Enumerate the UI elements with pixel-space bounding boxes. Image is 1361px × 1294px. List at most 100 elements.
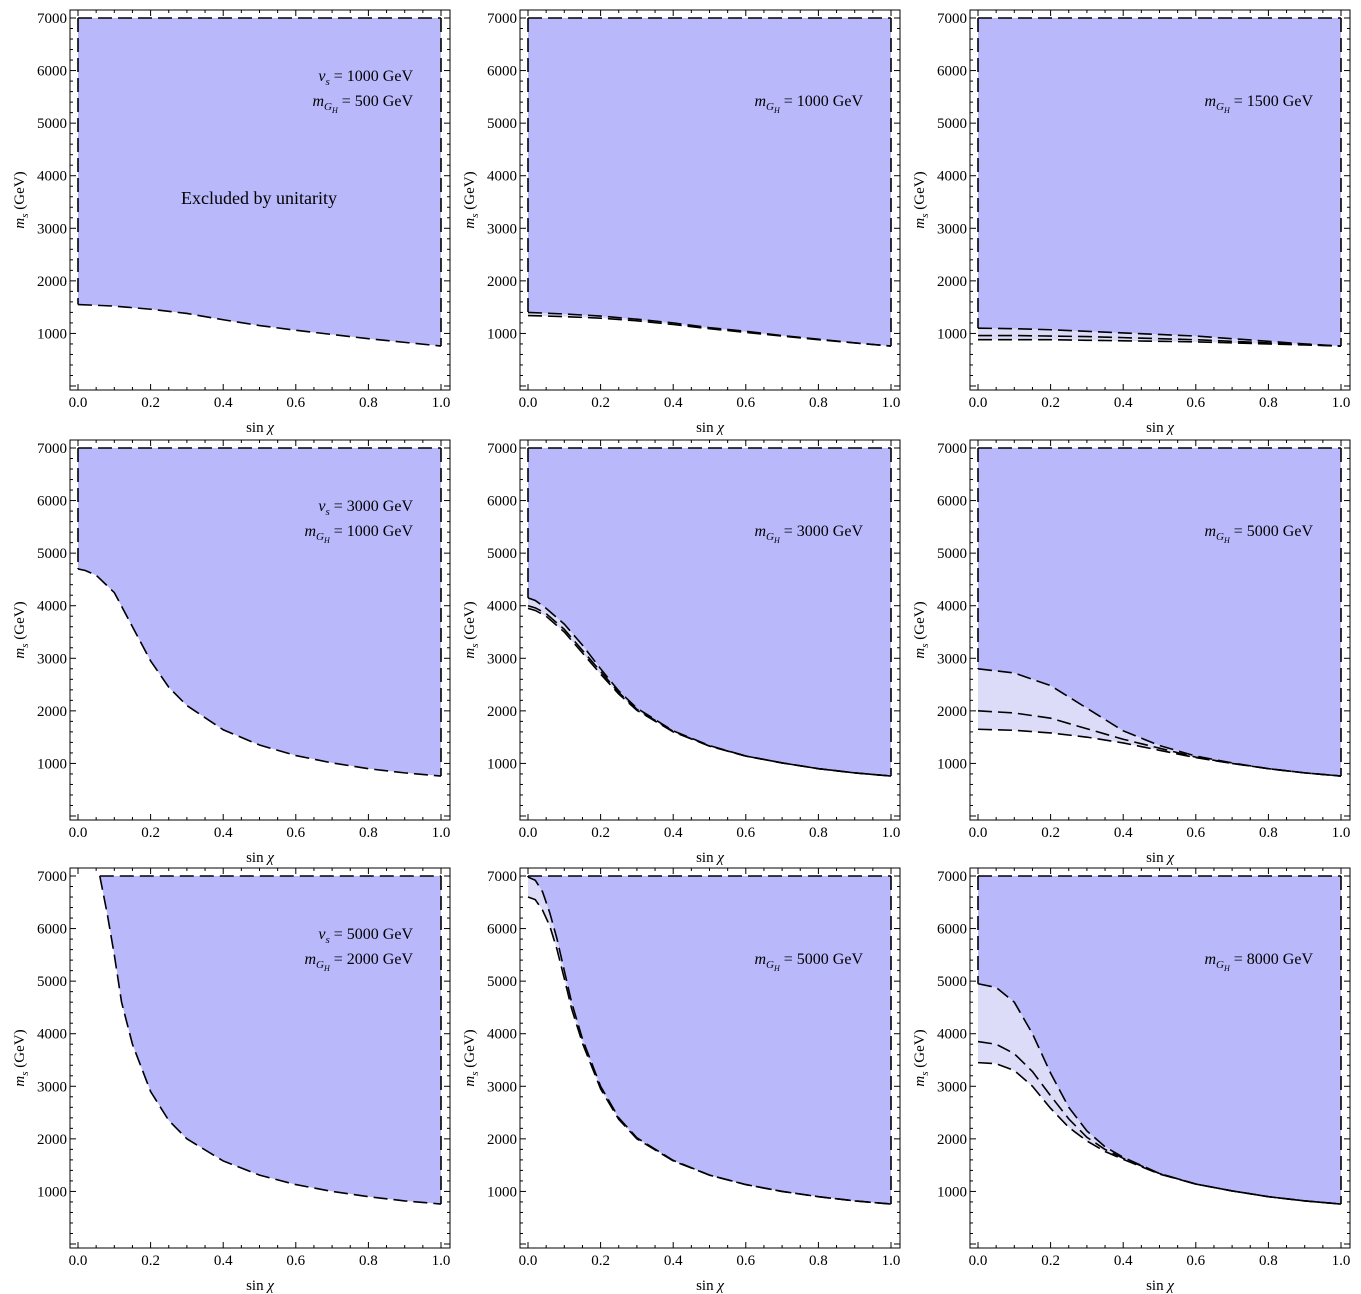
x-tick-label: 0.6 xyxy=(736,395,755,411)
y-tick-label: 4000 xyxy=(37,169,67,185)
x-tick-label: 1.0 xyxy=(432,395,451,411)
annotation: mGH = 3000 GeV xyxy=(754,523,863,545)
panel-8: 0.0 0.2 0.4 0.6 0.8 1.0 1000 2000 3000 4000 5000 60… xyxy=(462,867,901,1294)
boundary-curve-2 xyxy=(527,896,892,1205)
x-tick-label: 0.0 xyxy=(969,1253,988,1269)
annotation: mGH = 1000 GeV xyxy=(304,523,413,545)
x-tick-label: 0.8 xyxy=(1259,1253,1278,1269)
annotation: mGH = 5000 GeV xyxy=(1204,523,1313,545)
y-axis-label: ms (GeV) xyxy=(12,1029,31,1086)
x-tick-label: 0.6 xyxy=(736,1253,755,1269)
y-tick-label: 7000 xyxy=(37,869,67,885)
y-tick-label: 2000 xyxy=(487,704,517,720)
excluded-region xyxy=(978,18,1341,347)
uncertainty-band xyxy=(978,668,1341,777)
x-tick-label: 0.0 xyxy=(69,1253,88,1269)
x-tick-label: 0.0 xyxy=(969,395,988,411)
annotation: mGH = 8000 GeV xyxy=(1204,951,1313,973)
x-tick-label: 0.2 xyxy=(141,825,160,841)
boundary-curve-1 xyxy=(527,597,892,777)
annotation: vs = 3000 GeV xyxy=(318,498,413,518)
x-tick-label: 0.4 xyxy=(1114,395,1133,411)
x-tick-label: 0.8 xyxy=(809,825,828,841)
x-axis-label: sin χ xyxy=(696,850,724,866)
x-tick-label: 0.6 xyxy=(736,825,755,841)
uncertainty-band xyxy=(978,983,1341,1205)
x-tick-label: 0.0 xyxy=(969,825,988,841)
boundary-curve-2 xyxy=(978,334,1342,347)
panel-5: 0.0 0.2 0.4 0.6 0.8 1.0 1000 2000 3000 4000 5000 60… xyxy=(462,439,901,866)
excluded-region xyxy=(978,448,1341,777)
x-tick-label: 0.4 xyxy=(214,825,233,841)
y-tick-label: 3000 xyxy=(937,221,967,237)
y-axis-label: ms (GeV) xyxy=(462,1029,481,1086)
y-tick-label: 2000 xyxy=(487,1132,517,1148)
x-tick-label: 0.0 xyxy=(69,825,88,841)
excluded-region xyxy=(99,876,441,1205)
annotation: vs = 5000 GeV xyxy=(318,926,413,946)
x-tick-label: 1.0 xyxy=(882,1253,901,1269)
y-tick-label: 7000 xyxy=(487,869,517,885)
x-tick-label: 0.4 xyxy=(214,395,233,411)
y-tick-label: 5000 xyxy=(487,546,517,562)
x-tick-label: 1.0 xyxy=(1332,395,1351,411)
x-axis-label: sin χ xyxy=(1146,1278,1174,1294)
y-tick-label: 6000 xyxy=(37,922,67,938)
x-axis-label: sin χ xyxy=(246,850,274,866)
x-tick-label: 0.0 xyxy=(69,395,88,411)
annotation: mGH = 1000 GeV xyxy=(754,93,863,115)
y-tick-label: 7000 xyxy=(37,11,67,27)
y-tick-label: 1000 xyxy=(487,1184,517,1200)
x-axis-label: sin χ xyxy=(696,1278,724,1294)
x-tick-label: 0.0 xyxy=(519,1253,538,1269)
x-tick-label: 0.4 xyxy=(1114,1253,1133,1269)
y-tick-label: 1000 xyxy=(37,326,67,342)
y-axis-label: ms (GeV) xyxy=(912,171,931,228)
excluded-region xyxy=(528,18,891,347)
y-tick-label: 7000 xyxy=(937,869,967,885)
x-axis-label: sin χ xyxy=(246,1278,274,1294)
y-tick-label: 5000 xyxy=(937,116,967,132)
y-tick-label: 4000 xyxy=(487,169,517,185)
x-tick-label: 0.2 xyxy=(141,395,160,411)
x-tick-label: 0.0 xyxy=(519,825,538,841)
x-tick-label: 0.2 xyxy=(1041,1253,1060,1269)
x-tick-label: 0.4 xyxy=(214,1253,233,1269)
y-tick-label: 3000 xyxy=(487,651,517,667)
x-tick-label: 0.2 xyxy=(591,1253,610,1269)
x-tick-label: 0.2 xyxy=(1041,395,1060,411)
annotation: mGH = 5000 GeV xyxy=(754,951,863,973)
y-axis-label: ms (GeV) xyxy=(912,601,931,658)
panel-1: 0.0 0.2 0.4 0.6 0.8 1.0 1000 2000 3000 4000 5000 60… xyxy=(12,9,451,436)
excluded-region xyxy=(78,448,441,777)
panel-7: 0.0 0.2 0.4 0.6 0.8 1.0 1000 2000 3000 4000 5000 60… xyxy=(12,867,451,1294)
y-axis-label: ms (GeV) xyxy=(12,171,31,228)
annotation: vs = 1000 GeV xyxy=(318,68,413,88)
y-tick-label: 2000 xyxy=(937,704,967,720)
y-tick-label: 6000 xyxy=(937,494,967,510)
x-axis-label: sin χ xyxy=(1146,420,1174,436)
y-axis-label: ms (GeV) xyxy=(462,171,481,228)
y-tick-label: 4000 xyxy=(487,1027,517,1043)
y-tick-label: 4000 xyxy=(937,599,967,615)
x-tick-label: 0.8 xyxy=(1259,825,1278,841)
y-tick-label: 5000 xyxy=(37,116,67,132)
excluded-region xyxy=(528,876,891,1205)
x-tick-label: 0.8 xyxy=(809,1253,828,1269)
x-tick-label: 0.2 xyxy=(1041,825,1060,841)
excluded-region xyxy=(528,448,891,777)
y-tick-label: 1000 xyxy=(487,326,517,342)
panel-4: 0.0 0.2 0.4 0.6 0.8 1.0 1000 2000 3000 4000 5000 60… xyxy=(12,439,451,866)
y-tick-label: 3000 xyxy=(487,221,517,237)
y-tick-label: 6000 xyxy=(487,64,517,80)
y-tick-label: 7000 xyxy=(937,441,967,457)
y-tick-label: 5000 xyxy=(487,974,517,990)
boundary-curve-1 xyxy=(977,327,1342,347)
y-tick-label: 1000 xyxy=(37,1184,67,1200)
boundary-curve-2 xyxy=(977,1040,1342,1205)
x-tick-label: 1.0 xyxy=(1332,1253,1351,1269)
x-tick-label: 0.2 xyxy=(591,395,610,411)
annotation: mGH = 2000 GeV xyxy=(304,951,413,973)
y-tick-label: 4000 xyxy=(37,1027,67,1043)
